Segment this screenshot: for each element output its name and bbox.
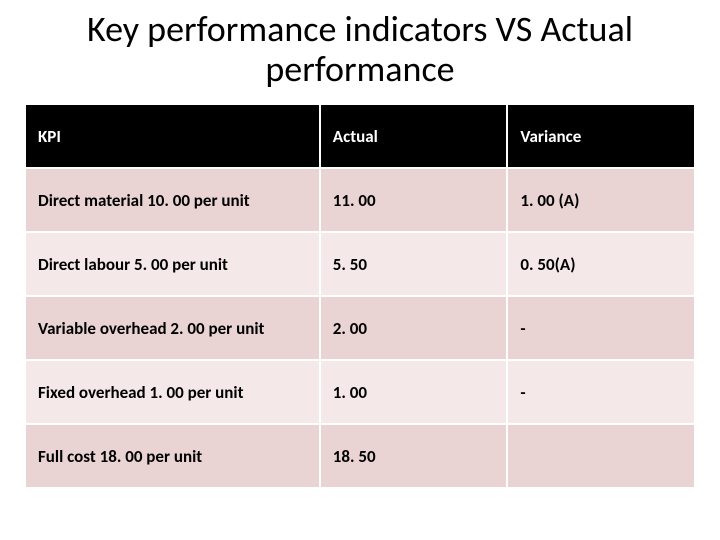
- table-body: Direct material 10. 00 per unit 11. 00 1…: [25, 168, 695, 488]
- kpi-table: KPI Actual Variance Direct material 10. …: [24, 103, 696, 489]
- cell-variance: -: [507, 296, 695, 360]
- cell-kpi: Full cost 18. 00 per unit: [25, 424, 320, 488]
- cell-kpi: Direct material 10. 00 per unit: [25, 168, 320, 232]
- page-title: Key performance indicators VS Actual per…: [24, 10, 696, 89]
- col-kpi: KPI: [25, 104, 320, 168]
- table-row: Direct labour 5. 00 per unit 5. 50 0. 50…: [25, 232, 695, 296]
- table-row: Fixed overhead 1. 00 per unit 1. 00 -: [25, 360, 695, 424]
- cell-actual: 1. 00: [320, 360, 508, 424]
- cell-actual: 11. 00: [320, 168, 508, 232]
- cell-variance: 1. 00 (A): [507, 168, 695, 232]
- table-row: Full cost 18. 00 per unit 18. 50: [25, 424, 695, 488]
- cell-variance: -: [507, 360, 695, 424]
- slide: Key performance indicators VS Actual per…: [0, 0, 720, 540]
- cell-variance: 0. 50(A): [507, 232, 695, 296]
- cell-kpi: Fixed overhead 1. 00 per unit: [25, 360, 320, 424]
- col-actual: Actual: [320, 104, 508, 168]
- table-row: Direct material 10. 00 per unit 11. 00 1…: [25, 168, 695, 232]
- table-row: Variable overhead 2. 00 per unit 2. 00 -: [25, 296, 695, 360]
- col-variance: Variance: [507, 104, 695, 168]
- cell-variance: [507, 424, 695, 488]
- table-header-row: KPI Actual Variance: [25, 104, 695, 168]
- cell-actual: 18. 50: [320, 424, 508, 488]
- cell-actual: 2. 00: [320, 296, 508, 360]
- cell-kpi: Variable overhead 2. 00 per unit: [25, 296, 320, 360]
- cell-kpi: Direct labour 5. 00 per unit: [25, 232, 320, 296]
- cell-actual: 5. 50: [320, 232, 508, 296]
